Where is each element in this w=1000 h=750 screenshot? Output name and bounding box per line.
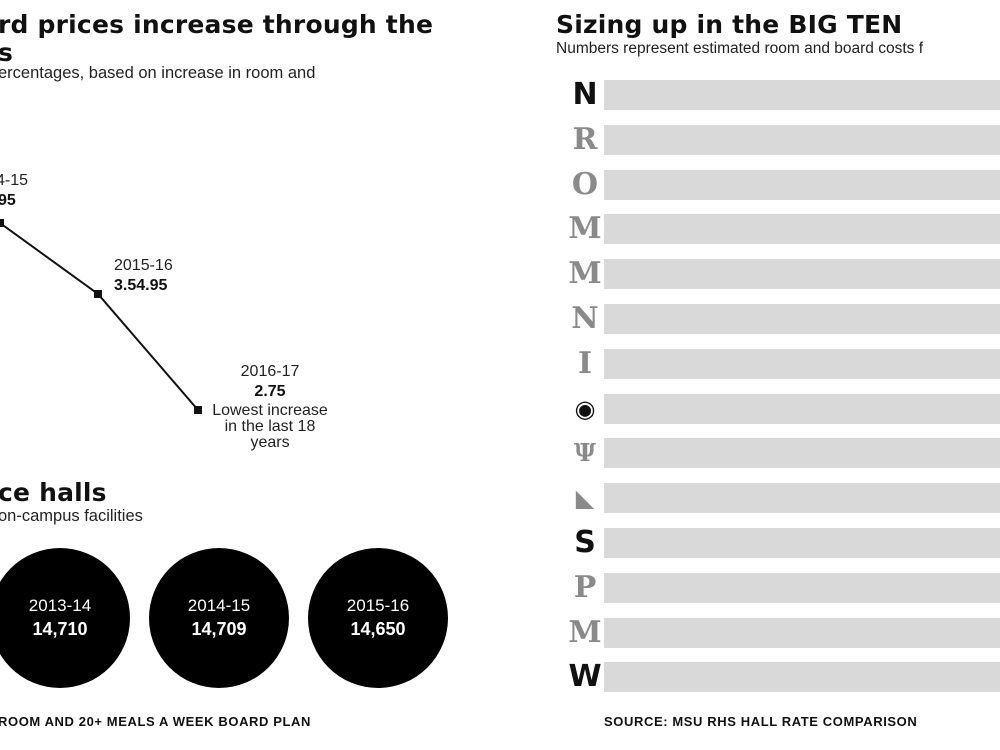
circle-value: 14,650	[350, 619, 406, 639]
residence-subtitle: on-campus facilities	[0, 507, 143, 525]
circle-value: 14,710	[32, 619, 88, 639]
left-footnote: ROOM AND 20+ MEALS A WEEK BOARD PLAN	[0, 714, 312, 729]
bar-wisconsin	[604, 662, 1000, 693]
circle-value: 14,709	[191, 619, 247, 639]
bar-rutgers	[604, 124, 1000, 155]
point-3-value: 2.75	[254, 383, 286, 400]
point-2-value: 3.54.95	[114, 277, 168, 294]
right-source: SOURCE: MSU RHS HALL RATE COMPARISON	[604, 714, 918, 729]
line-point-marker-1	[0, 219, 4, 227]
circle-year: 2015-16	[346, 596, 410, 615]
left-chart-subtitle: ercentages, based on increase in room an…	[0, 64, 316, 82]
line-point-marker-3	[194, 406, 202, 414]
northwestern-logo-icon: N	[572, 77, 598, 112]
minnesota-logo-icon: M	[568, 614, 602, 650]
circle-year: 2013-14	[28, 596, 92, 615]
bar-maryland	[604, 214, 1000, 245]
residence-title: ce halls	[0, 478, 107, 507]
bar-michigan	[604, 259, 1000, 290]
wisconsin-logo-icon: W	[568, 659, 602, 695]
michigan-state-logo-icon: S	[574, 525, 596, 560]
bar-iowa	[604, 483, 1000, 514]
purdue-logo-icon: P	[573, 569, 597, 605]
indiana-logo-icon: Ψ	[574, 438, 596, 468]
penn-state-logo-icon: ◉	[574, 394, 596, 423]
point-2-year: 2015-16	[114, 257, 173, 274]
line-chart-plot	[0, 219, 202, 414]
point-3-year: 2016-17	[240, 363, 300, 380]
illinois-logo-icon: I	[577, 345, 593, 381]
bar-indiana	[604, 438, 1000, 469]
residence-circle-2015-16: 2015-16 14,650	[308, 548, 448, 688]
rutgers-logo-icon: R	[572, 121, 598, 157]
right-chart-title: Sizing up in the BIG TEN	[556, 10, 903, 39]
bar-northwestern	[604, 80, 1000, 110]
bar-ohio-state	[604, 169, 1000, 200]
maryland-logo-icon: M	[568, 211, 602, 247]
line-series-path	[0, 222, 199, 411]
michigan-logo-icon: M	[568, 256, 602, 292]
bar-nebraska	[604, 304, 1000, 334]
bar-michigan-state	[604, 528, 1000, 558]
residence-circle-2013-14: 2013-14 14,710	[0, 548, 130, 688]
bar-penn-state	[604, 393, 1000, 424]
line-point-marker-2	[94, 290, 102, 298]
iowa-logo-icon: ◣	[575, 483, 595, 513]
point-1-year: 4-15	[0, 172, 29, 189]
circle-year: 2014-15	[187, 596, 251, 615]
bar-minnesota	[604, 617, 1000, 648]
point-3-note: Lowest increase in the last 18 years	[212, 402, 328, 451]
point-1-value: 95	[0, 192, 16, 209]
bar-purdue	[604, 572, 1000, 603]
bar-illinois	[604, 348, 1000, 379]
ohio-state-logo-icon: O	[571, 166, 599, 202]
nebraska-logo-icon: N	[571, 301, 599, 336]
residence-circle-2014-15: 2014-15 14,709	[149, 548, 289, 688]
right-chart-subtitle: Numbers represent estimated room and boa…	[556, 40, 924, 57]
left-chart-title-line2: s	[0, 38, 14, 67]
left-chart-title-line1: rd prices increase through the	[0, 10, 434, 39]
